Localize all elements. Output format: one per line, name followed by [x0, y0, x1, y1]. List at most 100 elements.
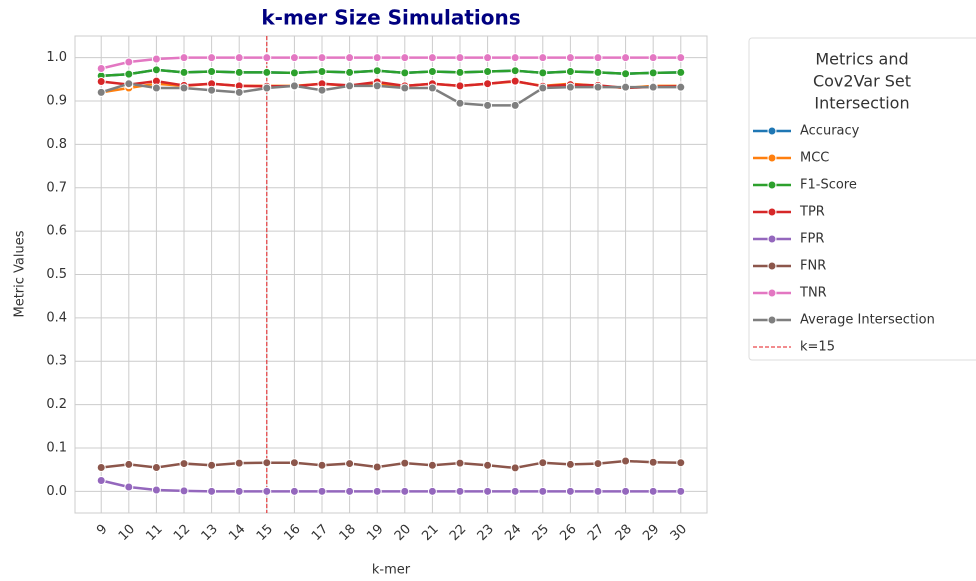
- legend-title: Cov2Var Set: [813, 72, 911, 91]
- data-point: [593, 486, 603, 496]
- series-line: [100, 56, 681, 70]
- y-tick-label: 0.6: [46, 224, 67, 239]
- data-point: [124, 69, 134, 79]
- data-point: [483, 53, 493, 63]
- data-point: [207, 85, 217, 95]
- legend-label: TPR: [799, 205, 825, 220]
- legend-marker: [767, 315, 777, 325]
- data-point: [565, 459, 575, 469]
- data-point: [427, 486, 437, 496]
- data-point: [262, 53, 272, 63]
- legend-title: Metrics and: [815, 50, 908, 69]
- data-point: [372, 81, 382, 91]
- data-point: [510, 53, 520, 63]
- series-line: [101, 68, 681, 78]
- data-point: [510, 76, 520, 86]
- legend-marker: [767, 207, 777, 217]
- data-point: [400, 83, 410, 93]
- x-tick-label: 19: [364, 522, 386, 544]
- data-point: [455, 486, 465, 496]
- data-point: [96, 77, 106, 87]
- x-tick-label: 20: [392, 522, 414, 544]
- legend-marker: [767, 261, 777, 271]
- legend-box: [748, 37, 976, 361]
- x-tick-label: 26: [557, 522, 579, 544]
- x-tick-label: 29: [640, 522, 662, 544]
- data-point: [565, 486, 575, 496]
- data-point: [455, 67, 465, 77]
- data-point: [676, 53, 686, 63]
- chart-title: k-mer Size Simulations: [261, 6, 520, 30]
- data-point: [262, 486, 272, 496]
- x-tick-label: 10: [116, 522, 138, 544]
- legend-label: k=15: [800, 340, 835, 355]
- data-point: [317, 85, 327, 95]
- data-point: [372, 66, 382, 76]
- legend-title: Intersection: [814, 94, 909, 113]
- y-axis-label: Metric Values: [13, 230, 28, 317]
- y-tick-label: 0.3: [46, 354, 67, 369]
- y-tick-label: 0.7: [46, 180, 67, 195]
- data-point: [151, 462, 161, 472]
- data-point: [483, 100, 493, 110]
- y-tick-label: 0.8: [46, 137, 67, 152]
- series-line: [101, 459, 681, 470]
- data-point: [96, 462, 106, 472]
- legend-marker: [767, 180, 777, 190]
- data-point: [262, 67, 272, 77]
- data-point: [593, 459, 603, 469]
- data-point: [538, 458, 548, 468]
- data-point: [234, 53, 244, 63]
- data-point: [565, 67, 575, 77]
- legend-marker: [767, 288, 777, 298]
- data-point: [234, 67, 244, 77]
- x-tick-label: 25: [530, 522, 552, 544]
- data-point: [621, 69, 631, 79]
- data-point: [400, 68, 410, 78]
- data-point: [648, 68, 658, 78]
- x-tick-label: 15: [254, 522, 276, 544]
- data-point: [621, 53, 631, 63]
- x-tick-label: 18: [337, 522, 359, 544]
- data-point: [179, 67, 189, 77]
- y-tick-label: 0.4: [46, 310, 67, 325]
- data-point: [289, 486, 299, 496]
- x-tick-label: 9: [94, 522, 110, 538]
- data-point: [427, 460, 437, 470]
- legend-label: TNR: [799, 286, 827, 301]
- y-tick-label: 0.9: [46, 94, 67, 109]
- data-point: [676, 67, 686, 77]
- data-point: [96, 64, 106, 74]
- data-point: [593, 53, 603, 63]
- data-point: [455, 98, 465, 108]
- data-point: [289, 458, 299, 468]
- data-point: [207, 486, 217, 496]
- data-point: [510, 66, 520, 76]
- x-tick-label: 27: [585, 522, 607, 544]
- data-point: [234, 458, 244, 468]
- data-point: [538, 53, 548, 63]
- series-line: [101, 79, 681, 90]
- data-point: [593, 67, 603, 77]
- data-point: [483, 460, 493, 470]
- data-point: [345, 81, 355, 91]
- data-point: [207, 53, 217, 63]
- y-tick-label: 0.1: [46, 440, 67, 455]
- y-tick-label: 0.0: [46, 484, 67, 499]
- x-tick-label: 30: [668, 522, 690, 544]
- data-point: [676, 82, 686, 92]
- data-point: [455, 81, 465, 91]
- x-axis-label: k-mer: [372, 563, 411, 578]
- data-point: [427, 53, 437, 63]
- data-point: [289, 81, 299, 91]
- data-point: [151, 83, 161, 93]
- x-tick-label: 16: [281, 522, 303, 544]
- x-tick-label: 17: [309, 522, 331, 544]
- x-tick-label: 14: [226, 522, 248, 544]
- data-point: [96, 87, 106, 97]
- data-point: [345, 67, 355, 77]
- data-point: [538, 83, 548, 93]
- data-point: [510, 486, 520, 496]
- data-point: [538, 68, 548, 78]
